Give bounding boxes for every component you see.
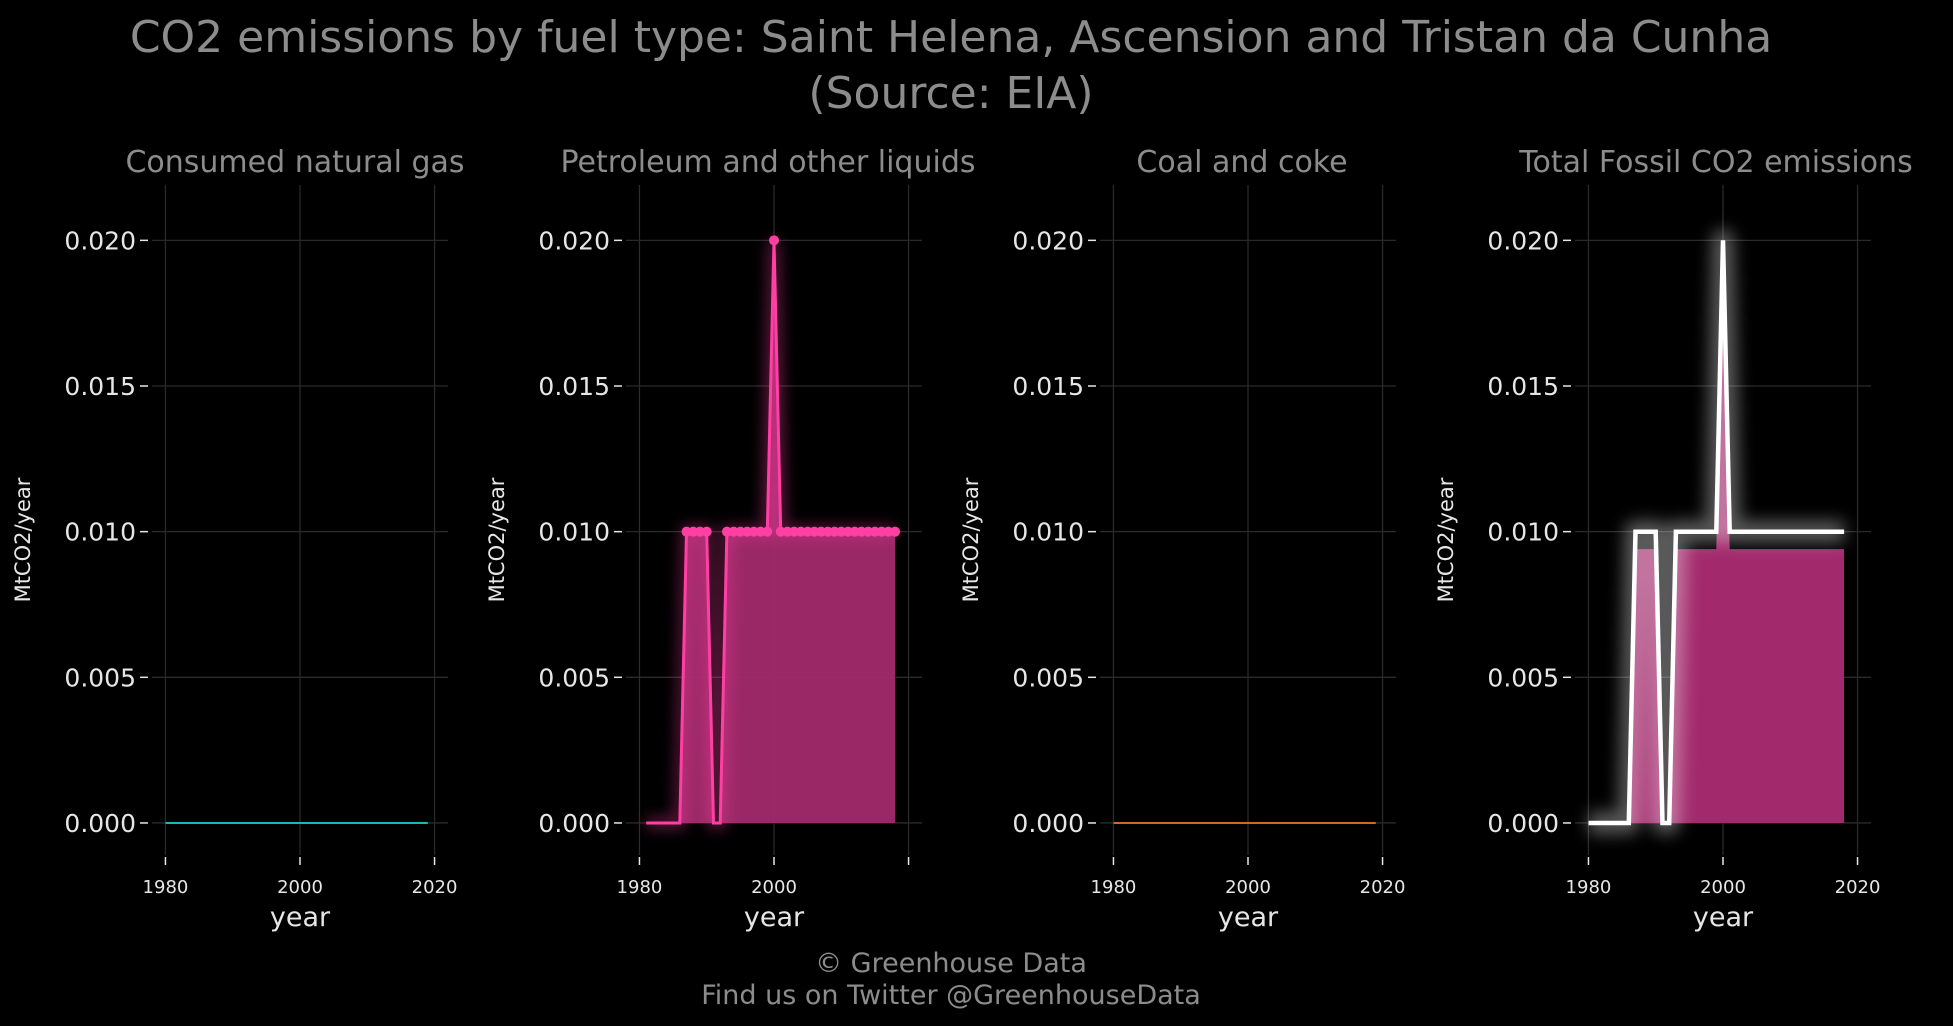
y-axis-label: MtCO2/year bbox=[485, 477, 509, 602]
y-tick-label: 0.015 bbox=[64, 372, 136, 401]
y-tick-label: 0.010 bbox=[1012, 518, 1084, 547]
x-tick-label: 2000 bbox=[1225, 877, 1271, 898]
x-tick-label: 2020 bbox=[412, 877, 458, 898]
data-point bbox=[769, 235, 779, 246]
y-tick-label: 0.005 bbox=[64, 663, 136, 692]
y-tick-label: 0.020 bbox=[538, 226, 610, 255]
y-tick-label: 0.000 bbox=[1012, 809, 1084, 838]
x-tick-label: 1980 bbox=[617, 877, 663, 898]
panel-title: Total Fossil CO2 emissions bbox=[1518, 145, 1912, 180]
data-point bbox=[762, 526, 773, 537]
x-axis-label: year bbox=[1218, 902, 1279, 933]
y-tick-label: 0.015 bbox=[538, 372, 610, 401]
x-tick-label: 1980 bbox=[143, 877, 189, 898]
y-tick-label: 0.000 bbox=[1487, 809, 1559, 838]
panel-title: Petroleum and other liquids bbox=[560, 145, 975, 180]
y-tick-label: 0.005 bbox=[538, 663, 610, 692]
panel-title: Coal and coke bbox=[1136, 145, 1347, 180]
y-tick-label: 0.005 bbox=[1012, 663, 1084, 692]
x-tick-label: 1980 bbox=[1566, 877, 1612, 898]
y-tick-label: 0.000 bbox=[538, 809, 610, 838]
x-tick-label: 2020 bbox=[1835, 877, 1881, 898]
y-tick-label: 0.020 bbox=[64, 226, 136, 255]
y-tick-label: 0.020 bbox=[1487, 226, 1559, 255]
x-axis-label: year bbox=[270, 902, 331, 933]
x-tick-label: 1980 bbox=[1091, 877, 1137, 898]
y-tick-label: 0.010 bbox=[1487, 518, 1559, 547]
panel-title: Consumed natural gas bbox=[125, 145, 464, 180]
panels: Consumed natural gas 0.000 0.005 0.010 0.015… bbox=[11, 145, 1913, 933]
x-axis-label: year bbox=[1693, 902, 1754, 933]
x-tick-label: 2020 bbox=[1360, 877, 1406, 898]
y-axis-label: MtCO2/year bbox=[11, 477, 35, 602]
panel-4: Total Fossil CO2 emissions 0.000 0.005 0.01… bbox=[1434, 145, 1913, 933]
panel-1: Consumed natural gas 0.000 0.005 0.010 0.015… bbox=[11, 145, 465, 933]
x-tick-label: 2000 bbox=[277, 877, 323, 898]
chart-title: CO2 emissions by fuel type: Saint Helena… bbox=[130, 12, 1772, 63]
series-line bbox=[1588, 240, 1845, 826]
y-axis-label: MtCO2/year bbox=[959, 477, 983, 602]
y-tick-label: 0.010 bbox=[538, 518, 610, 547]
chart-subtitle: (Source: EIA) bbox=[808, 68, 1093, 119]
y-tick-label: 0.015 bbox=[1012, 372, 1084, 401]
panel-3: Coal and coke 0.000 0.005 0.010 0.015 0.020 19… bbox=[959, 145, 1405, 933]
y-tick-label: 0.020 bbox=[1012, 226, 1084, 255]
y-tick-label: 0.015 bbox=[1487, 372, 1559, 401]
caption-twitter: Find us on Twitter @GreenhouseData bbox=[701, 980, 1201, 1011]
caption-copyright: © Greenhouse Data bbox=[815, 948, 1087, 979]
y-axis-label: MtCO2/year bbox=[1434, 477, 1458, 602]
data-point bbox=[701, 526, 712, 537]
x-tick-label: 2000 bbox=[751, 877, 797, 898]
data-point bbox=[890, 526, 901, 537]
y-tick-label: 0.000 bbox=[64, 809, 136, 838]
x-axis-label: year bbox=[744, 902, 805, 933]
y-tick-label: 0.010 bbox=[64, 518, 136, 547]
y-tick-label: 0.005 bbox=[1487, 663, 1559, 692]
panel-2: Petroleum and other liquids 0.000 0.005 0.0… bbox=[485, 145, 976, 933]
x-tick-label: 2000 bbox=[1700, 877, 1746, 898]
